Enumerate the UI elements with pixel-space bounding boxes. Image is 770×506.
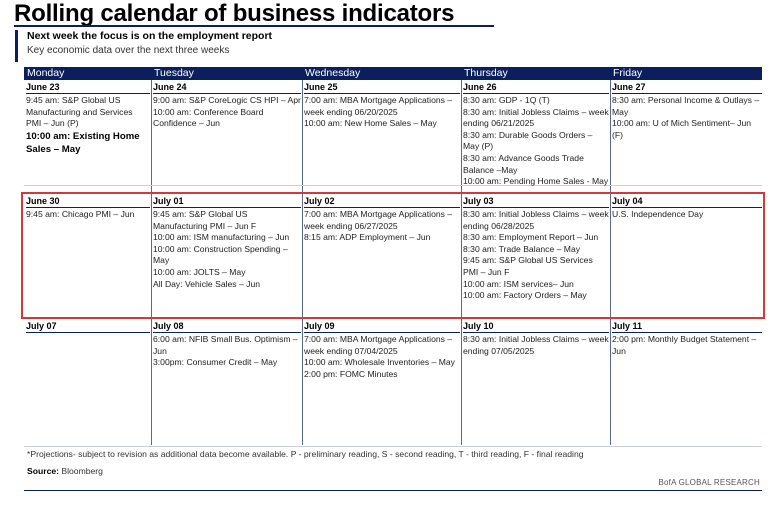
day-date: June 30	[26, 195, 150, 208]
day-date: July 01	[153, 195, 301, 208]
day-cell: June 27 8:30 am: Personal Income & Outlay…	[610, 81, 762, 141]
day-cell: July 10 8:30 am: Initial Jobless Claims –…	[461, 320, 609, 357]
day-cell: July 04 U.S. Independence Day	[610, 195, 762, 221]
day-cell: July 01 9:45 am: S&P Global US Manufactur…	[151, 195, 301, 290]
calendar-event: 3:00pm: Consumer Credit – May	[153, 357, 278, 368]
calendar-event: 10:00 am: ISM manufacturing – Jun	[153, 232, 290, 243]
day-cell: July 02 7:00 am: MBA Mortgage Application…	[302, 195, 460, 244]
header-thursday: Thursday	[464, 67, 508, 79]
calendar-event: 8:30 am: Personal Income & Outlays – May	[612, 95, 760, 117]
day-date: July 08	[153, 320, 301, 333]
day-cell: July 03 8:30 am: Initial Jobless Claims –…	[461, 195, 609, 302]
day-cell: July 08 6:00 am: NFIB Small Bus. Optimism…	[151, 320, 301, 369]
week-separator	[24, 185, 762, 186]
day-date: July 07	[26, 320, 150, 333]
calendar-event: 8:30 am: GDP - 1Q (T)	[463, 95, 550, 105]
column-divider	[302, 80, 303, 445]
source-line: Source: Bloomberg	[27, 466, 103, 477]
calendar-event: 8:30 am: Initial Jobless Claims – week e…	[463, 334, 609, 356]
header-monday: Monday	[27, 67, 65, 79]
page-title: Rolling calendar of business indicators	[14, 0, 455, 27]
source-value: Bloomberg	[61, 466, 103, 476]
calendar-event: 8:30 am: Initial Jobless Claims – week e…	[463, 106, 609, 129]
calendar-event: 9:45 am: Chicago PMI – Jun	[26, 209, 135, 219]
column-divider	[151, 80, 152, 445]
day-cell: July 11 2:00 pm: Monthly Budget Statement…	[610, 320, 762, 357]
calendar-event: 10:00 am: Existing Home Sales – May	[26, 130, 140, 155]
day-cell: June 26 8:30 am: GDP - 1Q (T) 8:30 am: Ini…	[461, 81, 609, 188]
brand-label: BofA GLOBAL RESEARCH	[658, 478, 760, 487]
day-cell: June 23 9:45 am: S&P Global US Manufactur…	[24, 81, 150, 156]
day-date: June 26	[463, 81, 609, 94]
bottom-divider	[24, 490, 762, 491]
calendar-event: 10:00 am: U of Mich Sentiment– Jun (F)	[612, 118, 752, 140]
day-date: June 27	[612, 81, 762, 94]
day-cell: July 09 7:00 am: MBA Mortgage Application…	[302, 320, 460, 380]
calendar-event: 10:00 am: Pending Home Sales - May	[463, 176, 609, 187]
calendar-event: 9:00 am: S&P CoreLogic CS HPI – Apr	[153, 95, 301, 105]
day-date: June 23	[26, 81, 150, 94]
calendar-event: 10:00 am: JOLTS – May	[153, 266, 246, 277]
day-cell: June 30 9:45 am: Chicago PMI – Jun	[24, 195, 150, 221]
header-friday: Friday	[613, 67, 643, 79]
day-date: June 24	[153, 81, 301, 94]
calendar-event: 10:00 am: Wholesale Inventories – May	[304, 357, 455, 368]
calendar-event: 10:00 am: ISM services– Jun	[463, 278, 574, 289]
source-label: Source:	[27, 466, 59, 476]
footnote: *Projections- subject to revision as add…	[27, 449, 584, 459]
calendar-event: 10:00 am: Factory Orders – May	[463, 290, 587, 301]
calendar-event: 8:30 am: Advance Goods Trade Balance –Ma…	[463, 152, 584, 175]
calendar-event: 9:45 am: S&P Global US Services PMI – Ju…	[463, 255, 593, 277]
calendar-event: 10:00 am: Conference Board Confidence – …	[153, 106, 264, 129]
day-date: July 04	[612, 195, 762, 208]
calendar-event: 8:15 am: ADP Employment – Jun	[304, 232, 431, 243]
calendar-event: 2:00 pm: FOMC Minutes	[304, 368, 398, 379]
day-cell: June 25 7:00 am: MBA Mortgage Application…	[302, 81, 460, 130]
header-wednesday: Wednesday	[305, 67, 361, 79]
column-divider	[610, 80, 611, 445]
calendar-event: 8:30 am: Initial Jobless Claims – week e…	[463, 209, 609, 231]
header-tuesday: Tuesday	[154, 67, 194, 79]
calendar-event: 7:00 am: MBA Mortgage Applications – wee…	[304, 95, 453, 117]
day-date: July 10	[463, 320, 609, 333]
next-week-highlight-box	[21, 192, 765, 319]
calendar-event: 8:30 am: Trade Balance – May	[463, 243, 581, 254]
day-cell: July 07	[24, 320, 150, 334]
day-date: July 03	[463, 195, 609, 208]
calendar-event: 7:00 am: MBA Mortgage Applications – wee…	[304, 334, 453, 356]
footnote-divider	[24, 446, 762, 447]
day-date: July 09	[304, 320, 460, 333]
day-date: June 25	[304, 81, 460, 94]
title-underline	[14, 25, 494, 27]
column-divider	[461, 80, 462, 445]
calendar-event: 9:45 am: S&P Global US Manufacturing PMI…	[153, 209, 257, 231]
calendar-event: 7:00 am: MBA Mortgage Applications – wee…	[304, 209, 453, 231]
subtitle: Next week the focus is on the employment…	[27, 30, 273, 42]
day-date: July 11	[612, 320, 762, 333]
calendar-event: 6:00 am: NFIB Small Bus. Optimism – Jun	[153, 334, 298, 356]
subtitle-note: Key economic data over the next three we…	[27, 45, 230, 56]
day-cell: June 24 9:00 am: S&P CoreLogic CS HPI – A…	[151, 81, 301, 130]
calendar-event: 10:00 am: Construction Spending – May	[153, 243, 288, 266]
calendar-event: U.S. Independence Day	[612, 209, 704, 219]
subtitle-accent-bar	[15, 30, 18, 62]
weekday-header: Monday Tuesday Wednesday Thursday Friday	[24, 67, 762, 80]
day-date: July 02	[304, 195, 460, 208]
calendar-event: 9:45 am: S&P Global US Manufacturing and…	[26, 95, 133, 129]
calendar-event: All Day: Vehicle Sales – Jun	[153, 278, 261, 289]
calendar-event: 2:00 pm: Monthly Budget Statement – Jun	[612, 334, 757, 356]
calendar-event: 10:00 am: New Home Sales – May	[304, 118, 437, 129]
calendar-event: 8:30 am: Employment Report – Jun	[463, 232, 599, 243]
calendar-event: 8:30 am: Durable Goods Orders – May (P)	[463, 129, 593, 152]
